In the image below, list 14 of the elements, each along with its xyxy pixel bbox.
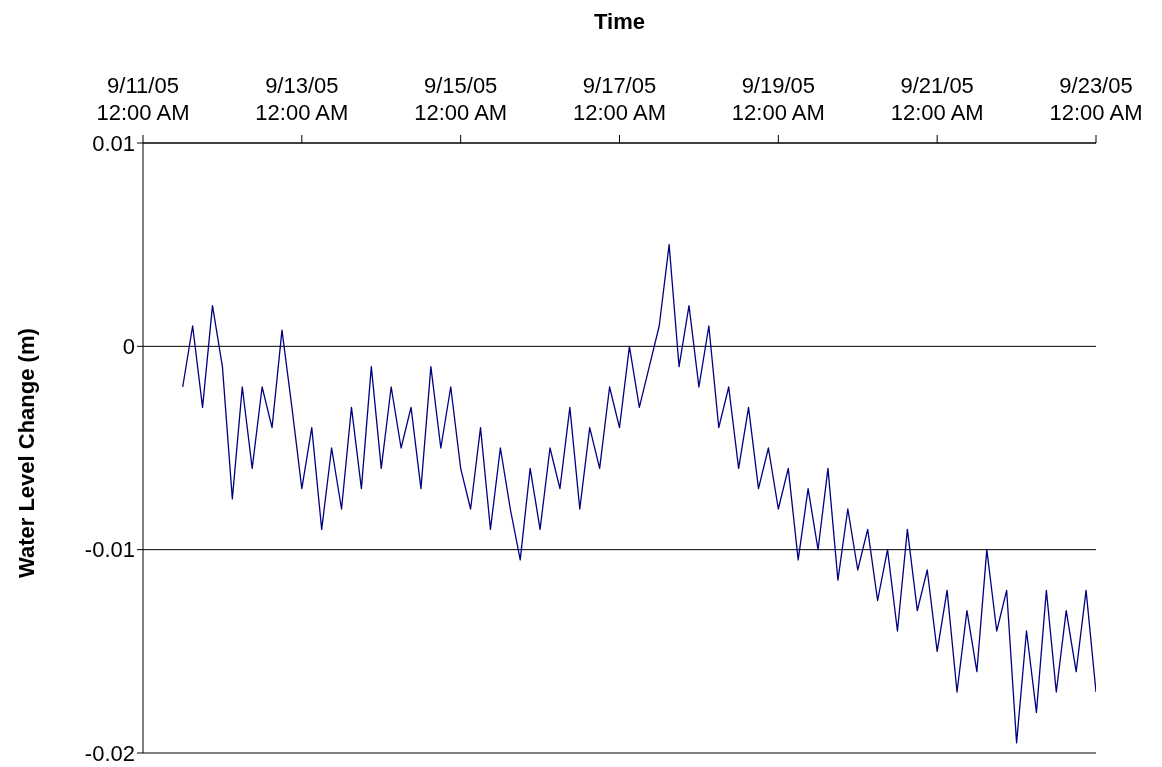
y-tick-label: -0.01 [84, 537, 135, 563]
y-tick-label: -0.02 [84, 740, 135, 766]
x-axis-title: Time [594, 8, 645, 34]
x-tick-label: 9/17/05 12:00 AM [573, 73, 666, 125]
y-tick-label: 0 [122, 334, 135, 360]
x-tick-label: 9/19/05 12:00 AM [731, 73, 825, 125]
x-tick-label: 9/13/05 12:00 AM [255, 73, 349, 125]
x-tick-label: 9/11/05 12:00 AM [96, 73, 190, 125]
x-tick-label: 9/23/05 12:00 AM [1049, 73, 1143, 125]
y-axis-title: Water Level Change (m) [13, 328, 39, 578]
x-tick-label: 9/15/05 12:00 AM [414, 73, 508, 125]
x-tick-label: 9/21/05 12:00 AM [890, 73, 984, 125]
y-tick-label: 0.01 [92, 130, 135, 156]
line-series [182, 244, 1096, 744]
